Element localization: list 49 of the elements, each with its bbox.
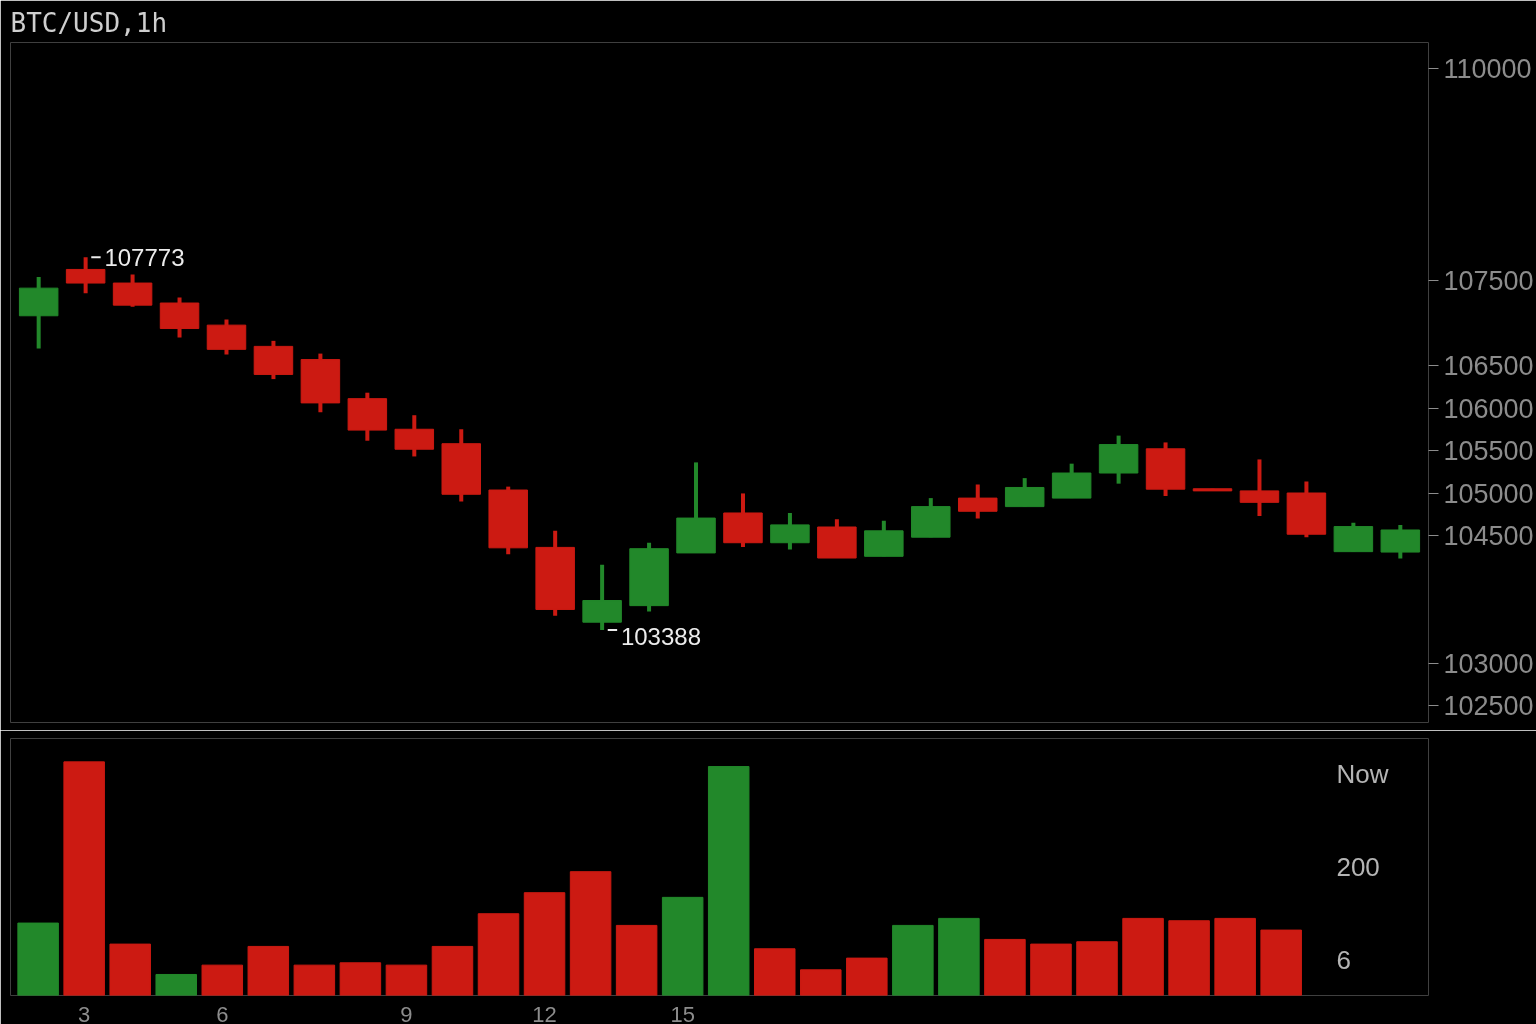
text: 6 (1336, 944, 1351, 975)
bar (201, 964, 244, 996)
candlestick (1239, 459, 1280, 516)
bar (1214, 917, 1256, 996)
y-tick-label: 104500 (1443, 521, 1534, 551)
bar (984, 938, 1026, 996)
bar (477, 913, 520, 996)
bar (1122, 917, 1164, 996)
bar (569, 871, 612, 996)
y-tick-label: 107500 (1443, 266, 1534, 296)
y-tick-label: 103000 (1443, 648, 1534, 679)
bar (707, 766, 750, 996)
bar (385, 964, 428, 996)
bar (938, 917, 980, 996)
bar (1030, 943, 1072, 996)
y-tick-label: 110000 (1443, 53, 1532, 84)
bar (1260, 929, 1302, 996)
y-tick-label: 105500 (1443, 436, 1534, 466)
bar (615, 924, 658, 996)
text: Now (1336, 759, 1389, 790)
bar (753, 948, 796, 996)
x-tick-label: 6 (216, 1001, 229, 1024)
annotation: 103388 (620, 622, 701, 650)
bar (1168, 920, 1210, 996)
x-tick-label: 15 (670, 1001, 695, 1024)
x-tick-label: 3 (78, 1001, 91, 1024)
bar (661, 896, 704, 996)
bar (17, 922, 59, 996)
y-tick-label: 106000 (1443, 393, 1534, 424)
text: 200 (1336, 852, 1380, 882)
bar (109, 943, 151, 996)
chart-title: BTC/USD,1h (10, 7, 168, 38)
y-tick-label: 105000 (1443, 478, 1534, 509)
bar (339, 962, 382, 996)
bar (1076, 941, 1118, 996)
bar (293, 964, 336, 996)
bar (247, 945, 290, 996)
bar (846, 957, 888, 996)
x-tick-label: 9 (400, 1001, 413, 1024)
bar (800, 969, 842, 996)
y-tick-label: 106500 (1443, 351, 1534, 381)
bar (155, 973, 197, 996)
bar (892, 924, 934, 996)
y-tick-label: 102500 (1443, 691, 1534, 721)
x-tick-label: 12 (532, 1001, 557, 1024)
annotation: 107773 (104, 243, 185, 271)
bar (523, 892, 566, 996)
bar (431, 945, 474, 996)
bar (63, 761, 105, 996)
